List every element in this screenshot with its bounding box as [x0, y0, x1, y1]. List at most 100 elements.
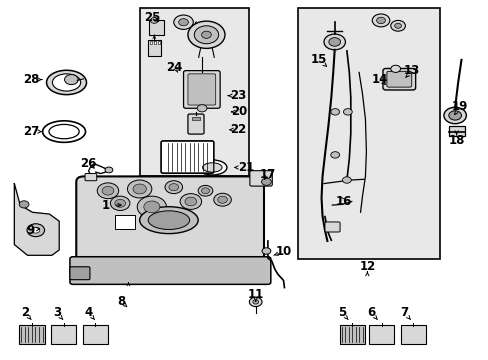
FancyBboxPatch shape [386, 71, 411, 87]
Bar [115, 215, 135, 229]
Circle shape [178, 19, 188, 26]
Circle shape [201, 31, 211, 39]
Circle shape [330, 152, 339, 158]
Bar [82, 325, 108, 344]
Text: 13: 13 [403, 64, 420, 77]
Text: 24: 24 [166, 60, 183, 73]
Text: 28: 28 [23, 73, 40, 86]
Circle shape [137, 196, 166, 218]
Bar [148, 40, 160, 56]
Circle shape [127, 180, 152, 198]
FancyBboxPatch shape [183, 71, 220, 108]
Circle shape [249, 297, 262, 307]
Circle shape [197, 105, 206, 112]
Text: 21: 21 [238, 161, 254, 174]
Circle shape [261, 178, 271, 185]
Circle shape [169, 184, 178, 191]
Text: 25: 25 [143, 12, 160, 24]
FancyBboxPatch shape [76, 176, 264, 266]
Text: 10: 10 [275, 245, 291, 258]
Text: 1: 1 [102, 199, 109, 212]
Bar [19, 325, 44, 344]
Circle shape [252, 300, 258, 304]
Text: 15: 15 [310, 53, 326, 66]
Circle shape [194, 26, 218, 44]
Circle shape [213, 193, 231, 206]
Circle shape [164, 181, 182, 194]
Circle shape [32, 227, 40, 233]
Ellipse shape [148, 211, 189, 229]
Circle shape [376, 17, 385, 24]
Text: 17: 17 [259, 168, 275, 181]
Text: 2: 2 [21, 306, 29, 319]
FancyBboxPatch shape [70, 257, 270, 284]
Text: 9: 9 [27, 224, 35, 237]
Circle shape [394, 23, 401, 28]
Text: 4: 4 [84, 306, 92, 319]
Bar [298, 8, 439, 259]
FancyBboxPatch shape [325, 222, 339, 232]
Bar [51, 325, 76, 344]
Ellipse shape [140, 207, 198, 234]
Text: 23: 23 [230, 89, 246, 102]
Text: 12: 12 [359, 260, 375, 273]
Ellipse shape [46, 70, 86, 95]
Circle shape [173, 15, 193, 30]
Bar [150, 41, 152, 44]
Text: 3: 3 [53, 306, 61, 319]
Circle shape [150, 18, 158, 23]
Circle shape [110, 196, 130, 211]
Circle shape [201, 188, 209, 194]
Circle shape [64, 75, 78, 85]
Ellipse shape [197, 160, 226, 175]
Circle shape [324, 34, 345, 50]
Circle shape [143, 201, 160, 213]
Text: 19: 19 [451, 100, 467, 113]
Bar [368, 325, 393, 344]
Circle shape [343, 109, 351, 115]
Circle shape [105, 167, 113, 173]
Circle shape [187, 21, 224, 48]
Bar [400, 325, 425, 344]
Circle shape [371, 14, 389, 27]
FancyBboxPatch shape [187, 114, 203, 134]
Circle shape [115, 199, 125, 207]
Bar [149, 21, 163, 35]
Text: 8: 8 [117, 296, 125, 309]
Text: 27: 27 [23, 125, 40, 138]
Circle shape [390, 65, 400, 72]
Ellipse shape [49, 125, 79, 139]
FancyBboxPatch shape [249, 171, 272, 186]
Polygon shape [14, 184, 59, 255]
Text: 20: 20 [231, 105, 247, 118]
Ellipse shape [52, 74, 81, 91]
Text: 11: 11 [247, 288, 264, 301]
Circle shape [180, 194, 201, 210]
Text: 5: 5 [337, 306, 346, 319]
Circle shape [102, 186, 114, 195]
Circle shape [97, 183, 119, 199]
Circle shape [328, 38, 340, 46]
Bar [154, 41, 156, 44]
FancyBboxPatch shape [85, 174, 97, 181]
Text: 6: 6 [366, 306, 375, 319]
Ellipse shape [202, 163, 222, 172]
Text: 14: 14 [371, 73, 387, 86]
Circle shape [330, 109, 339, 115]
Circle shape [390, 21, 405, 31]
Circle shape [184, 197, 196, 206]
Bar [191, 117, 200, 120]
Bar [448, 126, 464, 136]
Circle shape [198, 185, 212, 196]
Circle shape [133, 184, 146, 194]
Circle shape [448, 111, 461, 120]
Text: 22: 22 [230, 123, 246, 136]
FancyBboxPatch shape [382, 68, 415, 90]
Text: 7: 7 [400, 306, 407, 319]
Circle shape [262, 248, 270, 254]
Circle shape [443, 107, 466, 124]
Bar [140, 8, 249, 176]
Bar [339, 325, 364, 344]
Ellipse shape [42, 121, 85, 142]
Circle shape [27, 224, 44, 237]
